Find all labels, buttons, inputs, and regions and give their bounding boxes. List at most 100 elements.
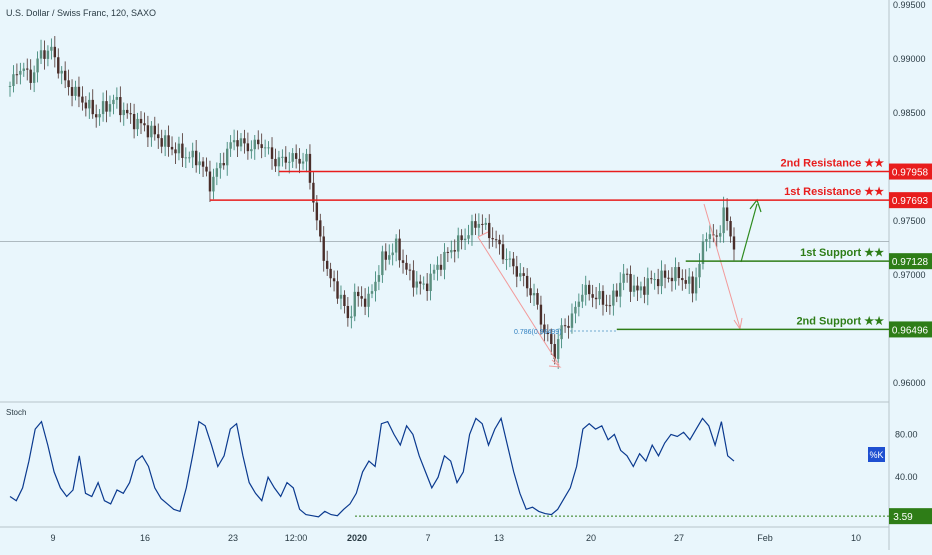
time-tick-label: 20 — [586, 533, 596, 543]
candle-body — [298, 158, 301, 164]
candle-body — [667, 277, 670, 279]
candle-body — [374, 281, 377, 292]
candle-body — [708, 234, 712, 240]
candle-body — [732, 236, 736, 250]
candle-body — [508, 258, 512, 260]
candle-body — [463, 238, 467, 241]
candle-body — [315, 202, 319, 221]
candle-body — [253, 139, 256, 150]
candle-body — [126, 109, 129, 114]
candle-body — [629, 273, 632, 292]
candle-body — [577, 301, 581, 307]
candle-body — [715, 235, 718, 237]
candle-body — [453, 250, 456, 252]
candle-body — [591, 294, 594, 298]
candle-body — [36, 58, 39, 73]
candle-body — [94, 114, 98, 118]
price-tick-label: 0.99500 — [893, 0, 926, 10]
fib-swing-tick — [477, 231, 489, 238]
candle-body — [370, 291, 374, 294]
level-price-text: 0.97128 — [892, 257, 929, 268]
candle-body — [319, 220, 322, 237]
candle-body — [588, 284, 591, 295]
candle-body — [674, 267, 677, 282]
level-price-text: 0.96496 — [892, 325, 929, 336]
candle-body — [294, 153, 298, 159]
stoch-tick-label: 40.00 — [895, 472, 918, 482]
price-tick-label: 0.97500 — [893, 216, 926, 226]
candle-body — [129, 113, 132, 115]
candle-body — [612, 290, 615, 306]
candle-body — [481, 223, 484, 225]
candle-body — [357, 291, 360, 297]
candle-body — [181, 143, 184, 158]
candle-body — [177, 143, 181, 154]
price-tick-label: 0.99000 — [893, 54, 926, 64]
candle-body — [81, 96, 84, 103]
candle-body — [63, 70, 67, 81]
candle-body — [598, 291, 601, 300]
time-tick-label: 23 — [228, 533, 238, 543]
candle-body — [701, 241, 705, 264]
stoch-pane: 80.00 40.00 3.59 %K — [9, 416, 932, 525]
candle-body — [360, 296, 363, 299]
candle-body — [157, 134, 160, 139]
candle-body — [515, 266, 518, 277]
candle-body — [722, 207, 725, 234]
candle-body — [243, 138, 246, 144]
candle-body — [29, 69, 32, 83]
candle-body — [308, 153, 312, 183]
fib-swing-line — [477, 236, 560, 366]
stoch-min-badge — [889, 508, 932, 525]
candle-body — [622, 273, 625, 283]
time-tick-label: 27 — [674, 533, 684, 543]
candle-body — [281, 156, 284, 158]
candle-body — [284, 156, 288, 163]
candle-body — [108, 104, 112, 112]
candle-body — [687, 276, 691, 284]
candle-body — [639, 286, 643, 291]
candle-body — [512, 258, 515, 267]
candle-body — [136, 118, 139, 130]
candle-body — [488, 222, 491, 239]
candle-body — [446, 251, 450, 253]
candle-body — [267, 147, 270, 149]
level-price-badge — [889, 321, 932, 338]
price-axis: 0.99500 0.99000 0.98500 0.97500 0.97000 0.960… — [893, 0, 926, 388]
candle-body — [229, 142, 232, 149]
candle-body — [415, 281, 419, 288]
candle-body — [226, 148, 229, 166]
candle-body — [608, 305, 612, 307]
candle-body — [194, 150, 198, 166]
candle-body — [74, 86, 77, 96]
candle-body — [484, 222, 487, 225]
candle-body — [336, 281, 339, 299]
candle-body — [450, 250, 453, 253]
candle-body — [474, 221, 477, 228]
candle-body — [77, 86, 81, 97]
time-axis: 9 16 23 12:00 2020 7 13 20 27 Feb 10 — [50, 533, 861, 543]
candle-body — [325, 260, 329, 269]
time-tick-label: Feb — [757, 533, 773, 543]
candle-body — [132, 113, 136, 130]
candle-body — [257, 139, 260, 145]
candle-body — [663, 270, 667, 278]
candle-body — [670, 277, 674, 282]
candle-body — [329, 268, 332, 279]
candle-body — [101, 101, 105, 115]
candle-body — [343, 294, 346, 306]
level-name: 1st Support ★★ — [800, 247, 884, 259]
projection-up-line — [740, 203, 758, 263]
candle-body — [429, 273, 432, 292]
time-tick-label: 13 — [494, 533, 504, 543]
candle-body — [22, 68, 25, 71]
candle-body — [88, 99, 91, 109]
candle-body — [467, 235, 470, 239]
candle-body — [60, 70, 63, 74]
candle-body — [563, 325, 567, 327]
candle-body — [525, 275, 529, 289]
candle-body — [646, 278, 650, 295]
candle-body — [98, 114, 101, 118]
candle-body — [208, 171, 212, 192]
candle-body — [332, 278, 336, 282]
